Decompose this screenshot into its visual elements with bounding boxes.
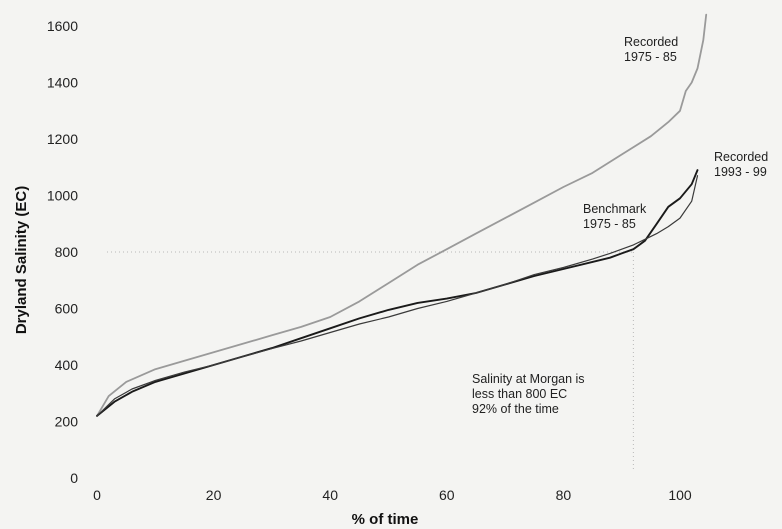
y-tick-label: 1000 bbox=[47, 188, 78, 204]
annotation-line: Recorded bbox=[624, 35, 678, 49]
x-axis-ticks: 0 20 40 60 80 100 bbox=[93, 487, 692, 503]
annotation-recorded-1975-85: Recorded 1975 - 85 bbox=[624, 35, 678, 64]
x-tick-label: 80 bbox=[556, 487, 572, 503]
y-tick-label: 600 bbox=[55, 301, 79, 317]
annotation-line: 1975 - 85 bbox=[624, 50, 677, 64]
y-tick-label: 1400 bbox=[47, 75, 78, 91]
series-line-benchmark-1975-85 bbox=[96, 175, 699, 417]
y-tick-label: 0 bbox=[70, 470, 78, 486]
x-axis-title: % of time bbox=[352, 511, 419, 528]
annotation-line: Recorded bbox=[714, 150, 768, 164]
y-tick-label: 1600 bbox=[47, 18, 78, 34]
x-tick-label: 60 bbox=[439, 487, 455, 503]
annotation-line: 1993 - 99 bbox=[714, 165, 767, 179]
series-line-recorded-1993-99 bbox=[96, 169, 699, 417]
x-tick-label: 0 bbox=[93, 487, 101, 503]
reference-lines bbox=[107, 251, 634, 470]
annotation-benchmark-1975-85: Benchmark 1975 - 85 bbox=[583, 202, 647, 231]
series-layer bbox=[96, 13, 708, 417]
y-axis-ticks: 0 200 400 600 800 1000 1200 1400 1600 bbox=[47, 18, 78, 486]
annotation-line: 92% of the time bbox=[472, 402, 559, 416]
x-tick-label: 20 bbox=[206, 487, 222, 503]
annotation-line: Benchmark bbox=[583, 202, 647, 216]
annotation-line: less than 800 EC bbox=[472, 387, 567, 401]
x-tick-label: 100 bbox=[668, 487, 692, 503]
y-tick-label: 1200 bbox=[47, 131, 78, 147]
annotation-line: Salinity at Morgan is bbox=[472, 372, 585, 386]
annotation-recorded-1993-99: Recorded 1993 - 99 bbox=[714, 150, 768, 179]
x-tick-label: 40 bbox=[322, 487, 338, 503]
series-line-recorded-1975-85 bbox=[96, 13, 708, 417]
annotation-line: 1975 - 85 bbox=[583, 217, 636, 231]
y-tick-label: 800 bbox=[55, 244, 79, 260]
y-axis-title: Dryland Salinity (EC) bbox=[13, 186, 30, 334]
y-tick-label: 400 bbox=[55, 357, 79, 373]
y-tick-label: 200 bbox=[55, 414, 79, 430]
annotation-morgan-salinity-note: Salinity at Morgan is less than 800 EC 92%… bbox=[472, 372, 585, 416]
